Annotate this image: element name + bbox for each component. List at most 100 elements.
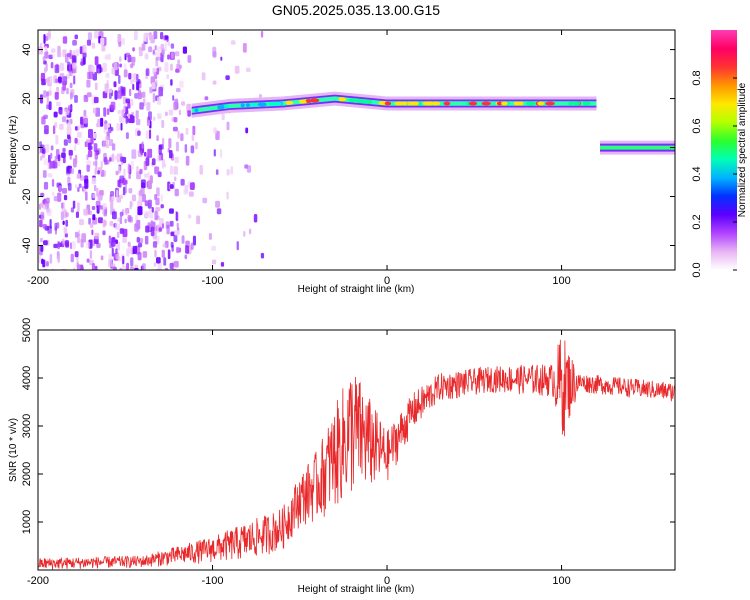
spectrogram-cell: [62, 188, 67, 194]
spectrogram-cell: [114, 90, 118, 100]
spectrogram-cell: [61, 152, 66, 158]
spectrogram-cell: [177, 130, 180, 139]
spectrogram-hotspot: [240, 103, 245, 108]
spectrogram-cell: [115, 248, 118, 255]
spectrogram-cell: [77, 202, 80, 212]
spectrogram-cell: [90, 137, 94, 145]
spectrogram-cell: [138, 242, 143, 248]
spectrogram-cell: [42, 259, 46, 268]
spectrogram-cell: [161, 119, 165, 128]
spectrogram-cell: [120, 193, 124, 200]
spectrogram-cell: [161, 249, 165, 258]
spectrogram-hotspot: [224, 104, 230, 109]
spectrogram-cell: [123, 168, 126, 178]
spectrogram-cell: [175, 141, 179, 152]
spectrogram-cell: [72, 200, 76, 209]
spectrogram-cell: [146, 102, 151, 111]
spectrogram-cell: [136, 219, 141, 230]
spectrogram-cell: [40, 155, 43, 161]
spectrogram-cell: [145, 130, 150, 139]
spectrogram-y-tick-label: -40: [21, 238, 33, 254]
spectrogram-cell: [136, 73, 139, 82]
spectrogram-cell: [123, 105, 127, 113]
spectrogram-cell: [57, 192, 62, 202]
spectrogram-cell: [147, 199, 152, 209]
spectrogram-hotspot: [537, 101, 545, 106]
spectrogram-cell: [188, 191, 194, 197]
spectrogram-cell: [113, 81, 117, 88]
spectrogram-cell: [130, 160, 134, 170]
spectrogram-cell: [174, 98, 179, 108]
spectrogram-cell: [185, 155, 190, 166]
spectrogram-cell: [81, 233, 86, 243]
spectrogram-hotspot: [525, 101, 536, 106]
spectrogram-hotspot: [273, 101, 282, 106]
spectrogram-cell: [174, 260, 179, 268]
spectrogram-cell: [161, 223, 164, 229]
spectrogram-cell: [102, 140, 106, 148]
spectrogram-cell: [94, 82, 98, 91]
spectrogram-hotspot: [582, 101, 591, 106]
spectrogram-cell: [190, 145, 195, 154]
spectrogram-cell: [130, 79, 134, 85]
spectrogram-cell: [121, 38, 125, 45]
spectrogram-hotspot: [412, 101, 420, 106]
chart-title: GN05.2025.035.13.00.G15: [272, 2, 440, 18]
snr-y-axis-label: SNR (10 * v/v): [8, 418, 19, 482]
spectrogram-cell: [51, 179, 55, 187]
spectrogram-cell: [116, 231, 120, 239]
spectrogram-cell: [109, 88, 113, 93]
spectrogram-cell: [145, 157, 150, 167]
spectrogram-cell: [68, 105, 73, 111]
spectrogram-cell: [53, 111, 58, 118]
spectrogram-cell: [117, 217, 121, 223]
spectrogram-cell: [110, 199, 114, 210]
spectrogram-cell: [86, 258, 90, 263]
spectrogram-hotspot: [481, 101, 491, 106]
spectrogram-cell: [183, 189, 188, 195]
spectrogram-cell: [43, 181, 49, 190]
spectrogram-cell: [129, 88, 132, 97]
spectrogram-cell: [167, 41, 171, 46]
spectrogram-cell: [151, 34, 155, 42]
spectrogram-cell: [100, 160, 103, 169]
spectrogram-cell: [151, 207, 154, 213]
spectrogram-cell: [118, 75, 121, 84]
spectrogram-cell: [175, 68, 180, 73]
spectrogram-cell: [163, 257, 167, 266]
spectrogram-cell: [62, 147, 66, 153]
spectrogram-cell: [68, 136, 72, 144]
spectrogram-cell: [212, 80, 217, 85]
spectrogram-cell: [154, 45, 157, 51]
snr-ticks: -200 -100 0 100 1000 2000 3000 4000 5000: [21, 318, 675, 587]
spectrogram-cell: [94, 56, 99, 66]
spectrogram-cell: [243, 231, 246, 237]
spectrogram-cell: [51, 53, 55, 58]
spectrogram-x-tick-label: 100: [552, 275, 570, 287]
spectrogram-cell: [119, 175, 125, 184]
spectrogram-cell: [157, 113, 162, 120]
spectrogram-cell: [128, 113, 130, 119]
spectrogram-cell: [152, 241, 158, 248]
spectrogram-cell: [154, 194, 158, 201]
spectrogram-cell: [246, 67, 251, 73]
spectrogram-cell: [82, 52, 87, 58]
spectrogram-cell: [92, 214, 96, 221]
spectrogram-cell: [216, 208, 222, 215]
spectrogram-cell: [127, 102, 131, 109]
spectrogram-cell: [63, 194, 68, 201]
snr-y-tick-label: 5000: [21, 318, 33, 342]
spectrogram-cell: [89, 222, 94, 228]
spectrogram-cell: [152, 49, 155, 55]
spectrogram-cell: [66, 52, 71, 58]
spectrogram-cell: [185, 245, 190, 254]
spectrogram-cell: [132, 47, 135, 52]
spectrogram-hotspot: [545, 101, 555, 106]
spectrogram-cell: [156, 257, 161, 264]
spectrogram-cell: [187, 55, 192, 63]
spectrogram-cell: [73, 158, 77, 168]
spectrogram-cell: [77, 131, 82, 138]
spectrogram-cell: [111, 248, 114, 257]
spectrogram-cell: [230, 166, 233, 175]
